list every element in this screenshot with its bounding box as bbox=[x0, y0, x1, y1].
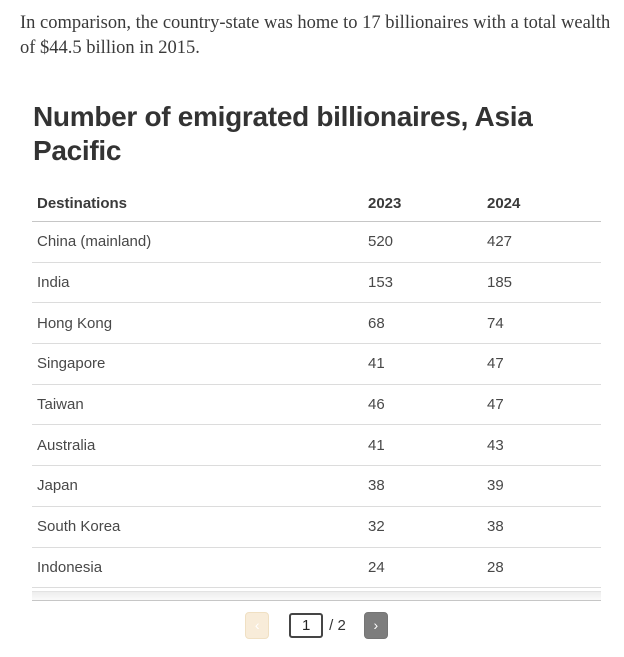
cell-2024: 47 bbox=[487, 396, 504, 414]
column-header-2023: 2023 bbox=[368, 194, 402, 212]
chevron-right-icon: › bbox=[373, 617, 379, 633]
destinations-table: Destinations 2023 2024 China (mainland) … bbox=[32, 185, 601, 589]
cell-2023: 24 bbox=[368, 558, 385, 576]
cell-destination: Hong Kong bbox=[37, 314, 113, 332]
cell-destination: Japan bbox=[37, 477, 78, 495]
cell-destination: India bbox=[37, 274, 70, 292]
table-row: Japan 38 39 bbox=[32, 466, 601, 507]
cell-2024: 43 bbox=[487, 436, 504, 454]
cell-2023: 520 bbox=[368, 233, 394, 251]
next-page-button[interactable]: › bbox=[363, 611, 388, 639]
cell-2023: 41 bbox=[368, 436, 385, 454]
table-row: Taiwan 46 47 bbox=[32, 385, 601, 426]
cell-2024: 427 bbox=[487, 233, 513, 251]
column-header-2024: 2024 bbox=[487, 194, 521, 212]
cell-2024: 39 bbox=[487, 477, 504, 495]
cell-destination: Taiwan bbox=[37, 396, 84, 414]
widget-title: Number of emigrated billionaires, Asia P… bbox=[33, 101, 533, 166]
table-row: South Korea 32 38 bbox=[32, 507, 601, 548]
intro-paragraph: In comparison, the country-state was hom… bbox=[20, 13, 611, 58]
cell-2024: 185 bbox=[487, 274, 513, 292]
cell-2024: 74 bbox=[487, 314, 504, 332]
cell-destination: South Korea bbox=[37, 518, 121, 536]
cell-destination: Singapore bbox=[37, 355, 106, 373]
cell-2023: 32 bbox=[368, 518, 385, 536]
table-row: Australia 41 43 bbox=[32, 425, 601, 467]
table-header-row: Destinations 2023 2024 bbox=[32, 185, 601, 222]
prev-page-button[interactable]: ‹ bbox=[245, 611, 270, 639]
table-row: India 153 185 bbox=[32, 263, 601, 304]
pagination: ‹ / 2 › bbox=[32, 610, 601, 640]
cell-2024: 28 bbox=[487, 558, 504, 576]
cell-2023: 41 bbox=[368, 355, 385, 373]
table-scrollbar-track[interactable] bbox=[32, 591, 601, 601]
cell-2023: 68 bbox=[368, 314, 385, 332]
table-row: Indonesia 24 28 bbox=[32, 548, 601, 589]
table-row: Singapore 41 47 bbox=[32, 344, 601, 385]
table-body: China (mainland) 520 427 India 153 185 H… bbox=[32, 222, 601, 589]
cell-destination: Indonesia bbox=[37, 558, 103, 576]
cell-2024: 47 bbox=[487, 355, 504, 373]
table-row: Hong Kong 68 74 bbox=[32, 303, 601, 345]
table-row: China (mainland) 520 427 bbox=[32, 222, 601, 263]
chevron-left-icon: ‹ bbox=[254, 617, 260, 633]
column-header-destinations: Destinations bbox=[37, 194, 128, 212]
cell-2024: 38 bbox=[487, 518, 504, 536]
cell-2023: 153 bbox=[368, 274, 394, 292]
cell-destination: Australia bbox=[37, 436, 96, 454]
page-number-input[interactable] bbox=[289, 612, 324, 638]
cell-2023: 38 bbox=[368, 477, 385, 495]
cell-2023: 46 bbox=[368, 396, 385, 414]
cell-destination: China (mainland) bbox=[37, 233, 152, 251]
total-pages-label: / 2 bbox=[329, 616, 346, 634]
